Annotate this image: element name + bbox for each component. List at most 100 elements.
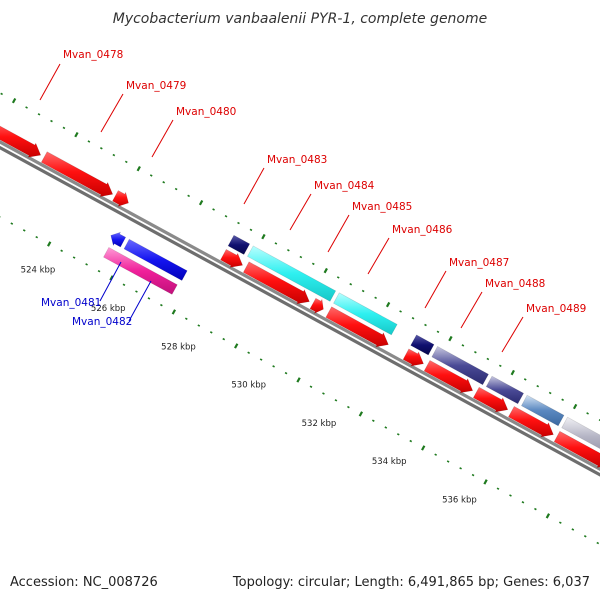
map-title: Mycobacterium vanbaalenii PYR-1, complet… (113, 11, 488, 27)
gene-label-mvan-0481[interactable]: Mvan_0481 (41, 297, 101, 309)
minor-tick (384, 426, 388, 429)
gene-arrow-mvan-0479[interactable] (40, 151, 114, 198)
minor-tick (25, 106, 28, 109)
gene-arrow-mvan-0480[interactable] (112, 190, 129, 207)
feature-block-navy[interactable] (227, 234, 251, 255)
gene-leader-line (327, 214, 350, 253)
minor-tick (496, 487, 500, 490)
minor-tick (10, 222, 14, 225)
gene-leader-line (289, 193, 312, 231)
gene-label-mvan-0487[interactable]: Mvan_0487 (449, 257, 509, 269)
minor-tick (135, 290, 138, 293)
minor-tick (561, 398, 564, 402)
minor-tick (309, 385, 313, 388)
gene-leader-line (424, 270, 447, 309)
major-tick (358, 411, 364, 417)
minor-tick (371, 419, 375, 422)
gene-label-mvan-0484[interactable]: Mvan_0484 (314, 180, 375, 192)
gene-leader-line (367, 237, 390, 275)
accession-label: Accession: NC_008726 (10, 575, 158, 590)
minor-tick (311, 262, 315, 266)
kbp-label: 530 kbp (231, 381, 266, 391)
gene-arrow-mvan-0478[interactable] (0, 120, 42, 158)
minor-tick (374, 296, 377, 300)
gene-arrow-mvan-0481-small[interactable] (110, 231, 127, 248)
gene-arrow-mvan-0486[interactable] (325, 306, 389, 348)
minor-tick (97, 269, 101, 273)
minor-tick (112, 153, 116, 157)
minor-tick (486, 357, 490, 361)
gene-arrow-mvan-0489b[interactable] (553, 430, 600, 468)
kbp-label: 524 kbp (21, 266, 56, 276)
feature-block-navy-2[interactable] (410, 334, 435, 356)
major-tick (109, 275, 114, 281)
major-tick (483, 479, 488, 485)
minor-tick (124, 160, 128, 164)
gene-arrow-mvan-0489[interactable] (507, 405, 554, 438)
gene-arrow-mvan-0488b[interactable] (472, 386, 509, 413)
kbp-label: 528 kbp (161, 342, 196, 352)
gene-label-mvan-0479[interactable]: Mvan_0479 (126, 80, 186, 92)
minor-tick (174, 187, 178, 191)
minor-tick (424, 323, 427, 327)
major-tick (234, 343, 239, 349)
backbone-line (0, 140, 600, 471)
gene-label-mvan-0488[interactable]: Mvan_0488 (485, 278, 545, 290)
gene-label-mvan-0486[interactable]: Mvan_0486 (392, 224, 453, 236)
minor-tick (284, 371, 288, 375)
minor-tick (349, 283, 353, 286)
minor-tick (509, 494, 512, 497)
tick-marks (0, 92, 600, 545)
major-tick (323, 267, 328, 274)
gene-label-mvan-0483[interactable]: Mvan_0483 (267, 154, 327, 166)
feature-block-gray-navy-2[interactable] (485, 375, 525, 405)
feature-block-gray-blue[interactable] (520, 394, 565, 427)
minor-tick (571, 528, 575, 531)
gene-arrow-mvan-0488[interactable] (423, 359, 474, 394)
minor-tick (461, 344, 465, 347)
minor-tick (72, 256, 76, 259)
genome-summary: Topology: circular; Length: 6,491,865 bp… (232, 575, 590, 590)
minor-tick (259, 358, 263, 361)
gene-arrow-mvan-0484[interactable] (242, 261, 310, 305)
minor-tick (249, 228, 253, 232)
minor-tick (336, 276, 340, 279)
minor-tick (209, 331, 213, 334)
minor-tick (534, 507, 537, 511)
gene-arrow-mvan-0481[interactable] (123, 238, 188, 281)
gene-arrow-mvan-0485[interactable] (309, 297, 324, 315)
minor-tick (523, 378, 527, 381)
minor-tick (536, 384, 540, 388)
minor-tick (222, 337, 226, 341)
minor-tick (287, 249, 290, 252)
feature-block-cyan[interactable] (246, 245, 337, 302)
gene-leader-line (243, 167, 265, 205)
minor-tick (583, 535, 587, 538)
gene-label-mvan-0489[interactable]: Mvan_0489 (526, 303, 586, 315)
gene-label-mvan-0478[interactable]: Mvan_0478 (63, 49, 123, 61)
major-tick (510, 369, 515, 376)
gene-label-mvan-0480[interactable]: Mvan_0480 (176, 106, 236, 118)
backbone-line (0, 145, 600, 477)
minor-tick (409, 439, 413, 443)
feature-block-gray[interactable] (561, 416, 600, 456)
minor-tick (237, 221, 240, 225)
gene-label-mvan-0485[interactable]: Mvan_0485 (352, 201, 412, 213)
major-tick (198, 199, 204, 206)
gene-arrow-mvan-0482[interactable] (103, 246, 178, 295)
minor-tick (498, 364, 502, 368)
gene-arrow-mvan-0483[interactable] (220, 248, 244, 268)
gene-arrow-mvan-0487[interactable] (402, 348, 424, 367)
gene-labels: Mvan_0478 Mvan_0479 Mvan_0480 Mvan_0481 Mvan… (39, 49, 586, 353)
feature-block-cyan-2[interactable] (333, 292, 398, 336)
minor-tick (399, 310, 402, 313)
gene-leader-line (100, 93, 124, 133)
gene-label-mvan-0482[interactable]: Mvan_0482 (72, 316, 132, 328)
minor-tick (586, 412, 589, 415)
minor-tick (100, 147, 103, 150)
minor-tick (334, 399, 338, 402)
minor-tick (85, 263, 88, 266)
feature-block-gray-navy[interactable] (431, 345, 489, 386)
